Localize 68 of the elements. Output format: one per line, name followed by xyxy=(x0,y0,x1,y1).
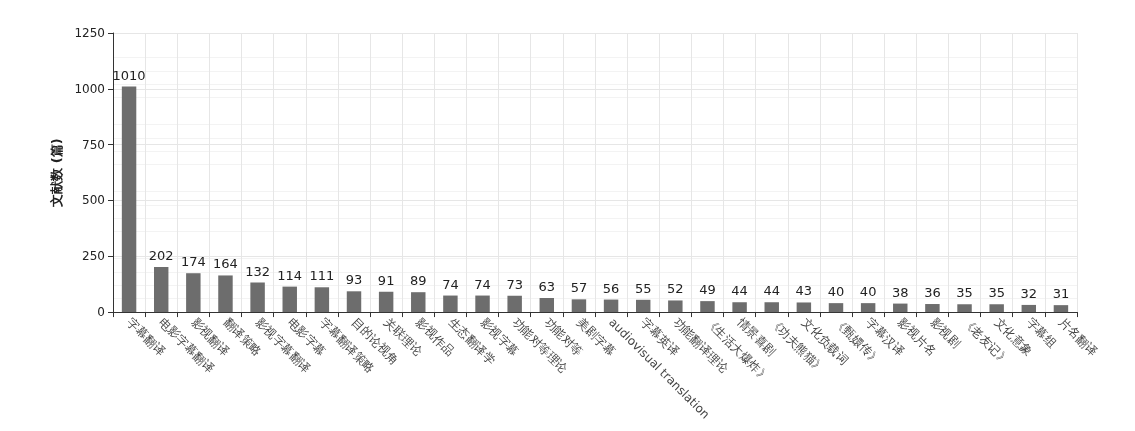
bar xyxy=(893,303,908,313)
bar xyxy=(700,301,715,313)
data-label: 38 xyxy=(891,284,909,300)
data-label: 52 xyxy=(667,281,684,297)
bar xyxy=(925,304,940,313)
data-label: 73 xyxy=(506,276,523,292)
bar xyxy=(121,86,137,313)
y-axis-title: 文献数 (篇) xyxy=(49,138,64,208)
bar xyxy=(796,302,812,313)
data-label: 1010 xyxy=(112,67,146,83)
y-tick-label: 0 xyxy=(97,305,105,320)
bar xyxy=(443,295,458,313)
data-label: 132 xyxy=(245,263,271,279)
data-label: 55 xyxy=(634,280,652,296)
bar xyxy=(378,291,394,313)
data-label: 36 xyxy=(924,285,941,301)
bar xyxy=(218,275,233,313)
data-label: 31 xyxy=(1052,286,1070,302)
x-tick-label: 片名翻译 xyxy=(1055,315,1100,359)
bar xyxy=(957,304,972,313)
data-label: 43 xyxy=(795,283,813,299)
data-label: 32 xyxy=(1020,285,1038,301)
data-label: 74 xyxy=(474,276,491,292)
bar xyxy=(989,304,1004,313)
bar xyxy=(282,286,297,313)
bar xyxy=(764,302,779,313)
data-label: 89 xyxy=(409,273,427,289)
y-tick-label: 250 xyxy=(82,249,105,264)
data-label: 57 xyxy=(570,280,588,296)
data-label: 49 xyxy=(699,282,716,298)
data-label: 44 xyxy=(763,283,781,299)
bar xyxy=(346,291,362,313)
bar xyxy=(1053,305,1069,313)
y-tick-label: 1000 xyxy=(74,81,105,96)
bar xyxy=(411,292,426,313)
bar xyxy=(603,299,619,313)
data-label: 164 xyxy=(213,256,238,272)
data-label: 114 xyxy=(277,267,303,283)
data-label: 40 xyxy=(827,284,845,300)
bar xyxy=(314,287,330,313)
bar xyxy=(571,299,587,313)
bar xyxy=(732,302,747,313)
data-label: 111 xyxy=(309,268,335,284)
data-label: 202 xyxy=(148,247,174,263)
data-label: 91 xyxy=(377,272,395,288)
bar xyxy=(860,303,876,313)
bar xyxy=(635,299,651,313)
bar xyxy=(153,266,169,313)
bar xyxy=(1021,304,1037,313)
bar xyxy=(668,300,683,313)
data-label: 40 xyxy=(859,284,877,300)
y-tick-label: 500 xyxy=(82,193,105,208)
data-label: 74 xyxy=(442,276,459,292)
bar xyxy=(250,282,265,313)
y-tick-label: 1250 xyxy=(74,26,105,40)
data-label: 35 xyxy=(988,285,1005,301)
data-label: 44 xyxy=(731,283,748,299)
bar xyxy=(828,303,844,313)
bar xyxy=(507,295,522,313)
y-tick-label: 750 xyxy=(82,137,105,152)
bar xyxy=(475,295,490,313)
data-label: 56 xyxy=(602,280,620,296)
data-label: 174 xyxy=(180,254,206,270)
data-label: 93 xyxy=(345,272,363,288)
bar xyxy=(186,273,201,313)
bar xyxy=(539,298,555,313)
data-label: 63 xyxy=(538,279,556,294)
data-label: 35 xyxy=(956,285,973,301)
